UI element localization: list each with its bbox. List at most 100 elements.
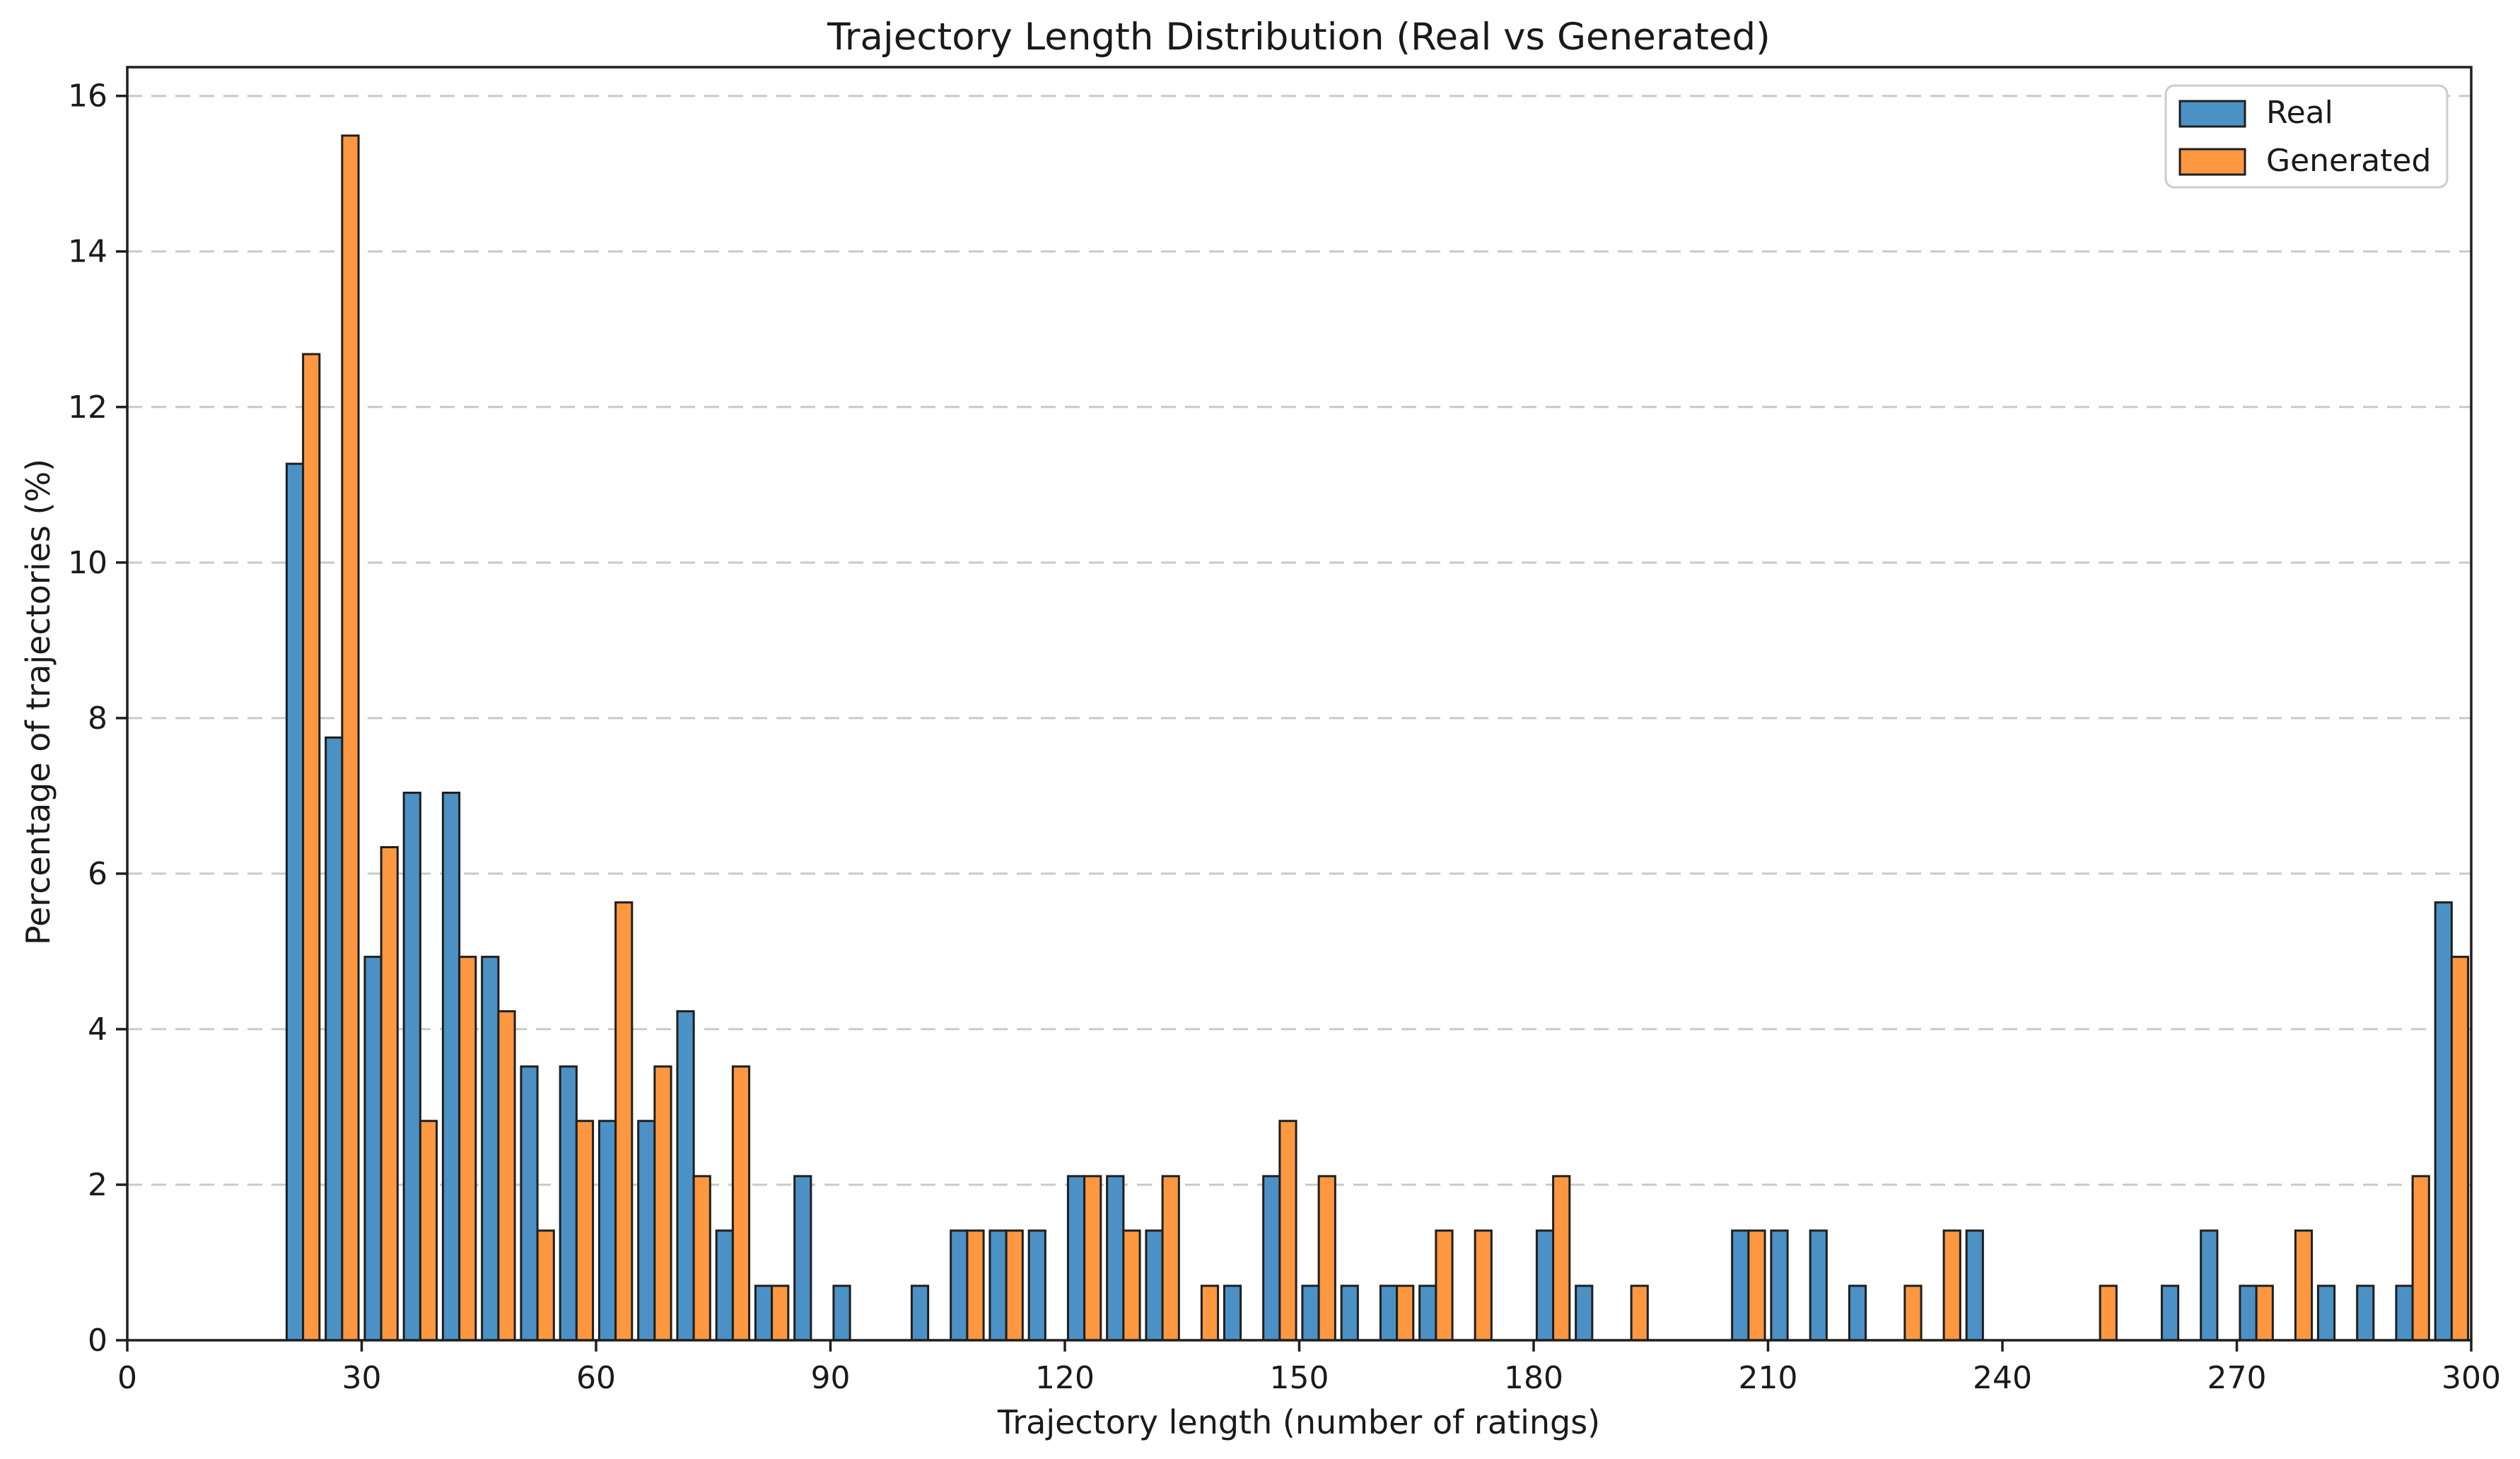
y-ticks: 0 2 4 6 8 10 12 14 16 — [68, 78, 127, 1359]
generated-bar — [1005, 1229, 1024, 1342]
real-bar — [637, 1120, 656, 1342]
legend-swatch-generated — [2178, 148, 2246, 176]
generated-bar — [2411, 1175, 2430, 1342]
y-tick-label: 16 — [68, 78, 107, 115]
generated-bar — [614, 901, 634, 1342]
real-bar — [2434, 901, 2453, 1342]
real-bar — [988, 1229, 1008, 1342]
real-bar — [1301, 1284, 1320, 1342]
real-bar — [1223, 1284, 1242, 1342]
real-bar — [1418, 1284, 1437, 1342]
chart-title: Trajectory Length Distribution (Real vs … — [827, 16, 1771, 59]
real-bar — [1379, 1284, 1399, 1342]
generated-bar — [1317, 1175, 1336, 1342]
generated-bar — [1903, 1284, 1923, 1342]
y-tick-label: 12 — [68, 389, 107, 426]
real-bar — [2160, 1284, 2180, 1342]
real-bar — [402, 791, 421, 1342]
generated-bar — [1161, 1175, 1180, 1342]
x-tick-label: 30 — [342, 1360, 382, 1396]
real-bar — [597, 1120, 617, 1342]
x-tick-label: 0 — [117, 1360, 137, 1396]
real-bar — [832, 1284, 851, 1342]
generated-bar — [575, 1120, 595, 1342]
bars-real — [285, 462, 2453, 1342]
real-bar — [1535, 1229, 1555, 1342]
real-bar — [910, 1284, 930, 1342]
real-bar — [1262, 1175, 1281, 1342]
real-bar — [1340, 1284, 1359, 1342]
gridlines — [127, 95, 2471, 1186]
generated-bar — [497, 1010, 516, 1342]
real-bar — [559, 1065, 578, 1342]
x-tick-label: 270 — [2207, 1360, 2267, 1396]
y-tick-label: 4 — [88, 1012, 107, 1048]
real-bar — [1731, 1229, 1750, 1342]
generated-bar — [1200, 1284, 1220, 1342]
plot-border — [126, 66, 2473, 1342]
generated-bar — [1552, 1175, 1571, 1342]
y-tick-label: 8 — [88, 701, 107, 737]
real-bar — [481, 956, 500, 1342]
y-axis-label: Percentage of trajectories (%) — [19, 459, 57, 945]
generated-bar — [1630, 1284, 1649, 1342]
real-bar — [2200, 1229, 2219, 1342]
real-bar — [676, 1010, 695, 1342]
y-tick-label: 0 — [88, 1323, 107, 1359]
generated-bar — [653, 1065, 672, 1342]
real-bar — [793, 1175, 812, 1342]
legend-swatch-real — [2178, 100, 2246, 128]
x-axis-label: Trajectory length (number of ratings) — [997, 1403, 1600, 1441]
real-bar — [1809, 1229, 1828, 1342]
generated-bar — [2099, 1284, 2118, 1342]
generated-bar — [419, 1120, 438, 1342]
generated-bar — [966, 1229, 985, 1342]
generated-bar — [458, 956, 477, 1342]
generated-bar — [1278, 1120, 1297, 1342]
generated-bar — [1083, 1175, 1102, 1342]
real-bar — [2356, 1284, 2375, 1342]
generated-bar — [536, 1229, 555, 1342]
generated-bar — [1435, 1229, 1454, 1342]
generated-bar — [692, 1175, 711, 1342]
real-bar — [950, 1229, 969, 1342]
real-bar — [2395, 1284, 2414, 1342]
y-tick-label: 14 — [68, 234, 107, 270]
x-tick-label: 240 — [1973, 1360, 2032, 1396]
real-bar — [754, 1284, 774, 1342]
real-bar — [441, 791, 461, 1342]
axes-spines — [126, 66, 2473, 1342]
real-bar — [325, 736, 344, 1342]
generated-bar — [2450, 956, 2470, 1342]
x-ticks: 0 30 60 90 120 150 180 210 240 270 300 — [117, 1340, 2501, 1396]
generated-bar — [302, 353, 321, 1342]
x-tick-label: 180 — [1504, 1360, 1563, 1396]
real-bar — [1106, 1175, 1125, 1342]
real-bar — [715, 1229, 734, 1342]
x-tick-label: 90 — [811, 1360, 851, 1396]
real-bar — [520, 1065, 539, 1342]
x-tick-label: 150 — [1270, 1360, 1329, 1396]
generated-bar — [380, 845, 399, 1342]
y-tick-label: 6 — [88, 856, 107, 892]
x-tick-label: 300 — [2442, 1360, 2501, 1396]
generated-bar — [341, 134, 360, 1342]
real-bar — [1145, 1229, 1164, 1342]
legend: Real Generated — [2164, 84, 2449, 189]
real-bar — [1770, 1229, 1789, 1342]
generated-bar — [1942, 1229, 1961, 1342]
x-tick-label: 60 — [576, 1360, 616, 1396]
real-bar — [285, 462, 305, 1342]
legend-label-real: Real — [2266, 95, 2333, 131]
y-tick-label: 10 — [68, 545, 107, 581]
real-bar — [2239, 1284, 2258, 1342]
real-bar — [2316, 1284, 2336, 1342]
generated-bar — [771, 1284, 790, 1342]
y-tick-label: 2 — [88, 1167, 107, 1203]
generated-bar — [1474, 1229, 1493, 1342]
generated-bar — [1747, 1229, 1766, 1342]
generated-bar — [1396, 1284, 1415, 1342]
real-bar — [1066, 1175, 1086, 1342]
bars-generated — [302, 134, 2470, 1342]
